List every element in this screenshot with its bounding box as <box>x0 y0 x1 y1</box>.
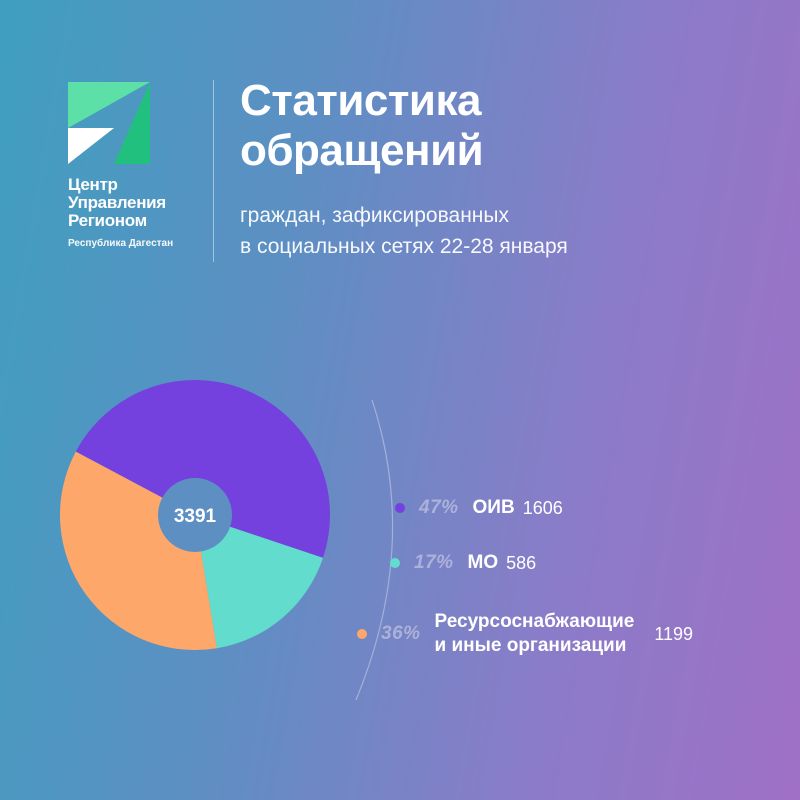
logo-text: Центр Управления Регионом Республика Даг… <box>68 175 174 250</box>
legend-value-oiv: 1606 <box>522 497 563 518</box>
legend-label-oiv: ОИВ <box>472 497 515 518</box>
legend-value-resource: 1199 <box>654 623 694 644</box>
page-subtitle: граждан, зафиксированных в социальных се… <box>240 204 568 258</box>
pie-chart: 3391 <box>60 380 330 650</box>
pie-total-label: 3391 <box>174 506 217 527</box>
legend-item-mo: 17% МО 586 <box>390 551 536 575</box>
logo-icon <box>68 82 150 164</box>
pie-center-hole <box>158 478 232 552</box>
logo-region: Республика Дагестан <box>68 238 174 249</box>
pie-slice-oiv <box>75 380 330 558</box>
logo-name: Центр Управления Регионом <box>68 175 166 230</box>
legend-label-resource: Ресурсоснабжающие и иные организации <box>434 611 635 656</box>
legend-label-mo: МО <box>467 552 499 573</box>
legend-dot-oiv <box>395 503 405 513</box>
legend-percent-resource: 36% <box>381 623 421 644</box>
legend-percent-mo: 17% <box>414 552 454 573</box>
pie-slice-mo <box>195 515 324 649</box>
pie-slice-resource <box>60 451 217 650</box>
logo <box>68 82 218 164</box>
legend-value-mo: 586 <box>506 552 537 573</box>
legend-percent-oiv: 47% <box>419 497 459 518</box>
header-divider <box>213 80 214 262</box>
legend-dot-resource <box>357 629 367 639</box>
page-title: Статистика обращений <box>240 76 484 175</box>
legend-item-oiv: 47% ОИВ 1606 <box>395 496 563 520</box>
legend-dot-mo <box>390 558 400 568</box>
legend-item-resource: 36% Ресурсоснабжающие и иные организации… <box>357 610 693 658</box>
